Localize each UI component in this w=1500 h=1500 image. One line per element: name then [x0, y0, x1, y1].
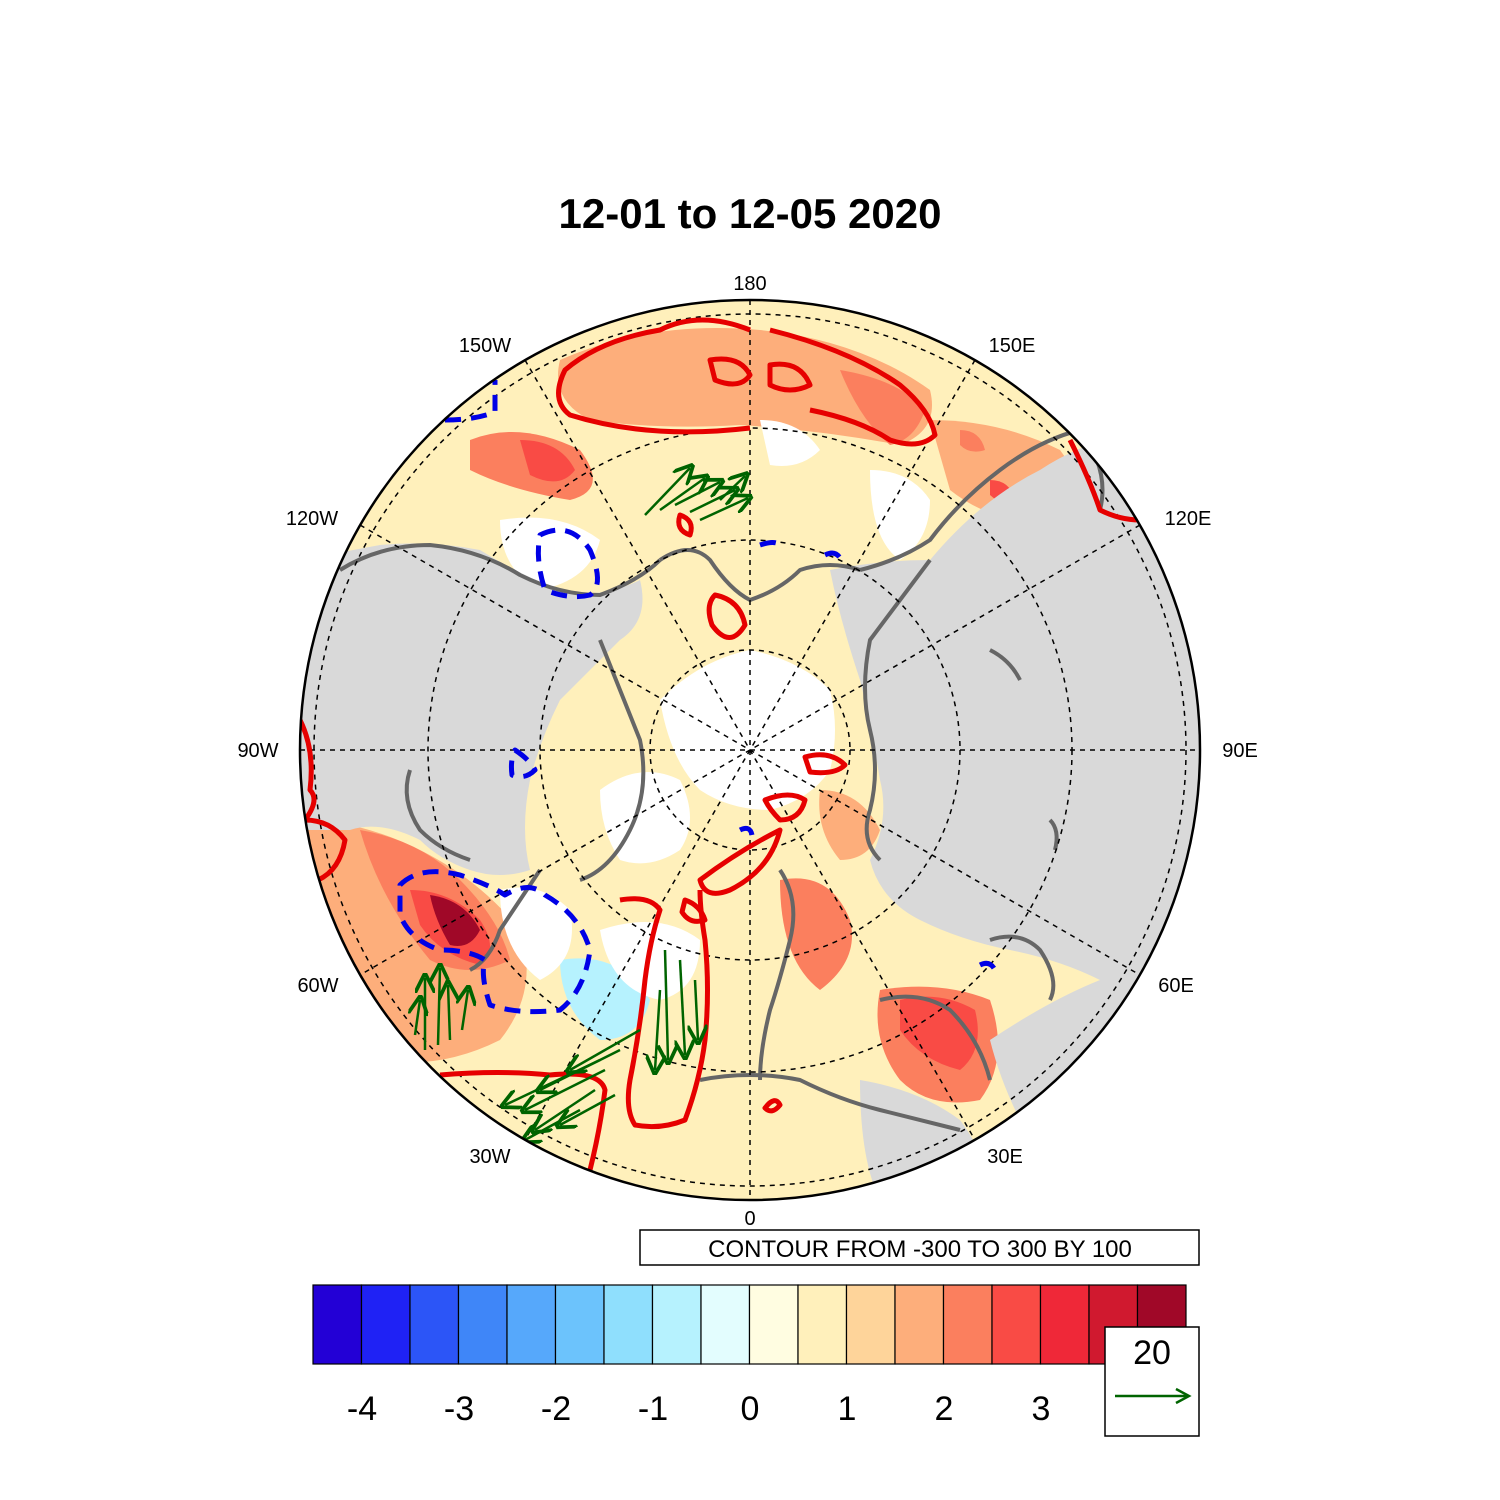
- colorbar-labels: -4 -3 -2 -1 0 1 2 3: [347, 1390, 1051, 1428]
- colorbar-swatch: [409, 1284, 460, 1365]
- colorbar-swatch: [554, 1284, 605, 1365]
- map-border: [298, 298, 1202, 1202]
- lon-label-120w: 120W: [286, 508, 338, 530]
- colorbar-label-minus4: -4: [347, 1390, 377, 1428]
- colorbar-swatch: [942, 1284, 993, 1365]
- vector-reference-arrowhead: [1175, 1387, 1192, 1405]
- colorbar-label-1: 1: [838, 1390, 857, 1428]
- colorbar-swatch: [1039, 1284, 1090, 1365]
- lon-label-60w: 60W: [297, 975, 338, 997]
- colorbar-label-minus2: -2: [541, 1390, 571, 1428]
- lon-label-90w: 90W: [237, 740, 278, 762]
- positive-contours: [300, 317, 1141, 1171]
- contour-info-frame: [639, 1229, 1200, 1266]
- colorbar-label-2: 2: [935, 1390, 954, 1428]
- wind-vectors: [415, 468, 748, 1140]
- colorbar-swatch: [797, 1284, 848, 1365]
- graticule: [300, 300, 1200, 1200]
- colorbar-label-minus3: -3: [444, 1390, 474, 1428]
- colorbar-swatch: [991, 1284, 1042, 1365]
- lon-label-0: 0: [744, 1208, 755, 1230]
- lon-label-60e: 60E: [1158, 975, 1194, 997]
- colorbar-swatch: [700, 1284, 751, 1365]
- colorbar-label-3: 3: [1032, 1390, 1051, 1428]
- lon-label-30w: 30W: [469, 1146, 510, 1168]
- colorbar-swatch: [748, 1284, 799, 1365]
- vector-reference-magnitude: 20: [1133, 1334, 1171, 1372]
- lon-label-120e: 120E: [1165, 508, 1212, 530]
- colorbar-swatch: [651, 1284, 702, 1365]
- longitude-labels: 180 150W 150E 120W 120E 90W 90E 60W 60E …: [237, 273, 1257, 1230]
- lon-label-90e: 90E: [1222, 740, 1258, 762]
- contour-info-box: CONTOUR FROM -300 TO 300 BY 100: [639, 1229, 1200, 1266]
- colorbar-swatch: [506, 1284, 557, 1365]
- colorbar-swatch: [603, 1284, 654, 1365]
- vector-reference-frame: [1104, 1326, 1200, 1437]
- lon-label-30e: 30E: [987, 1146, 1023, 1168]
- vector-reference-box: 20: [1104, 1326, 1200, 1437]
- map-field: [300, 300, 1200, 1200]
- colorbar-swatch: [457, 1284, 508, 1365]
- colorbar-swatch: [312, 1284, 363, 1365]
- colorbar: [312, 1284, 1187, 1365]
- lon-label-180: 180: [733, 273, 766, 295]
- map-title: 12-01 to 12-05 2020: [558, 190, 942, 237]
- negative-contours: [397, 380, 998, 1015]
- colorbar-swatch: [845, 1284, 896, 1365]
- colorbar-swatch: [894, 1284, 945, 1365]
- lon-label-150w: 150W: [459, 335, 511, 357]
- contour-info-text: CONTOUR FROM -300 TO 300 BY 100: [708, 1236, 1132, 1263]
- lon-label-150e: 150E: [989, 335, 1036, 357]
- colorbar-label-minus1: -1: [638, 1390, 668, 1428]
- land-masses: [300, 420, 1200, 1200]
- colorbar-label-0: 0: [741, 1390, 760, 1428]
- colorbar-swatch: [360, 1284, 411, 1365]
